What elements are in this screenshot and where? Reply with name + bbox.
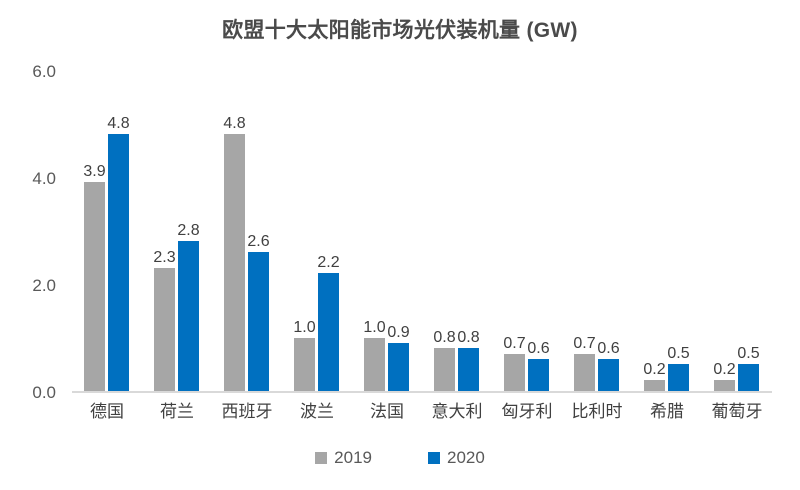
bar-value-label: 0.5	[737, 345, 760, 363]
x-axis-label-西班牙: 西班牙	[221, 402, 273, 421]
bar-group-bars: 0.2 0.5	[632, 70, 702, 391]
bar-2019-意大利[interactable]	[434, 348, 455, 391]
x-axis-label-德国: 德国	[90, 402, 124, 421]
bar-value-label: 0.6	[597, 339, 620, 357]
axis-baseline	[72, 391, 772, 393]
bar-2020-荷兰[interactable]	[178, 241, 199, 391]
bar-value-label: 3.9	[83, 163, 106, 181]
bar-2019-法国[interactable]	[364, 337, 385, 391]
bar-value-label: 0.6	[527, 339, 550, 357]
bar-group-bars: 0.8 0.8	[422, 70, 492, 391]
bar-2019-波兰[interactable]	[294, 337, 315, 391]
x-axis-label-荷兰: 荷兰	[160, 402, 194, 421]
bar-group-bars: 4.8 2.6	[212, 70, 282, 391]
legend-swatch-icon	[315, 452, 328, 464]
bar-value-label: 1.0	[363, 318, 386, 336]
bar-value-label: 0.7	[573, 334, 596, 352]
bar-2020-葡萄牙[interactable]	[738, 364, 759, 391]
bar-group-bars: 0.7 0.6	[492, 70, 562, 391]
chart-legend: 2019 2020	[0, 448, 800, 468]
bar-2020-德国[interactable]	[108, 134, 129, 391]
bar-2020-波兰[interactable]	[318, 273, 339, 391]
x-axis-label-葡萄牙: 葡萄牙	[711, 402, 763, 421]
bar-value-label: 4.8	[223, 115, 246, 133]
bar-value-label: 0.5	[667, 345, 690, 363]
legend-item-2020[interactable]: 2020	[428, 448, 485, 468]
bar-2020-匈牙利[interactable]	[528, 358, 549, 391]
bar-group: 0.8 0.8 意大利	[422, 70, 492, 421]
x-axis-label-意大利: 意大利	[431, 402, 483, 421]
bar-value-label: 0.7	[503, 334, 526, 352]
bar-2019-荷兰[interactable]	[154, 267, 175, 391]
bar-group-bars: 1.0 2.2	[282, 70, 352, 391]
y-axis: 0.0 2.0 4.0 6.0	[0, 62, 66, 402]
x-axis-label-比利时: 比利时	[571, 402, 623, 421]
bar-group-bars: 3.9 4.8	[72, 70, 142, 391]
bar-2020-比利时[interactable]	[598, 358, 619, 391]
bar-2020-意大利[interactable]	[458, 348, 479, 391]
bar-group: 0.2 0.5 葡萄牙	[702, 70, 772, 421]
bar-group: 0.7 0.6 匈牙利	[492, 70, 562, 421]
bar-2019-葡萄牙[interactable]	[714, 380, 735, 391]
bar-2019-希腊[interactable]	[644, 380, 665, 391]
bar-group-bars: 2.3 2.8	[142, 70, 212, 391]
x-axis-label-波兰: 波兰	[300, 402, 334, 421]
x-axis-label-法国: 法国	[370, 402, 404, 421]
bar-group: 0.7 0.6 比利时	[562, 70, 632, 421]
bar-2019-比利时[interactable]	[574, 353, 595, 391]
bar-group: 3.9 4.8 德国	[72, 70, 142, 421]
bar-group: 4.8 2.6 西班牙	[212, 70, 282, 421]
plot-area: 3.9 4.8 德国 2.3 2.8 荷兰 4.8 2.6 西班牙 1.0 2.2 波兰 1.0 0.9 法…	[72, 70, 772, 422]
bar-group-bars: 0.7 0.6	[562, 70, 632, 391]
bar-value-label: 0.2	[643, 361, 666, 379]
bar-value-label: 2.3	[153, 248, 176, 266]
x-axis-label-匈牙利: 匈牙利	[501, 402, 553, 421]
legend-label: 2019	[334, 448, 372, 467]
bar-value-label: 2.2	[317, 254, 340, 272]
bar-2020-西班牙[interactable]	[248, 251, 269, 391]
bar-value-label: 0.9	[387, 323, 410, 341]
bar-group: 1.0 0.9 法国	[352, 70, 422, 422]
bar-group: 1.0 2.2 波兰	[282, 70, 352, 421]
legend-swatch-icon	[428, 452, 440, 464]
bar-2019-德国[interactable]	[84, 182, 105, 391]
bar-value-label: 0.2	[713, 361, 736, 379]
bar-value-label: 2.6	[247, 232, 270, 250]
y-axis-tick: 0.0	[32, 383, 56, 402]
bar-group-bars: 1.0 0.9	[352, 70, 422, 391]
legend-item-2019[interactable]: 2019	[315, 448, 372, 468]
bar-2020-希腊[interactable]	[668, 364, 689, 391]
bar-value-label: 0.8	[433, 329, 456, 347]
y-axis-tick: 2.0	[32, 276, 56, 295]
bar-2020-法国[interactable]	[388, 342, 409, 391]
bar-2019-西班牙[interactable]	[224, 134, 245, 391]
bar-value-label: 1.0	[293, 318, 316, 336]
bar-value-label: 0.8	[457, 329, 480, 347]
bar-group: 2.3 2.8 荷兰	[142, 70, 212, 421]
chart-title: 欧盟十大太阳能市场光伏装机量 (GW)	[222, 19, 578, 42]
bar-group: 0.2 0.5 希腊	[632, 70, 702, 421]
x-axis-label-希腊: 希腊	[650, 402, 684, 421]
legend-label: 2020	[447, 448, 485, 467]
bar-value-label: 4.8	[107, 115, 130, 133]
y-axis-tick: 4.0	[32, 169, 56, 188]
y-axis-tick: 6.0	[32, 62, 56, 81]
bar-value-label: 2.8	[177, 222, 200, 240]
bar-2019-匈牙利[interactable]	[504, 353, 525, 391]
bar-group-bars: 0.2 0.5	[702, 70, 772, 391]
